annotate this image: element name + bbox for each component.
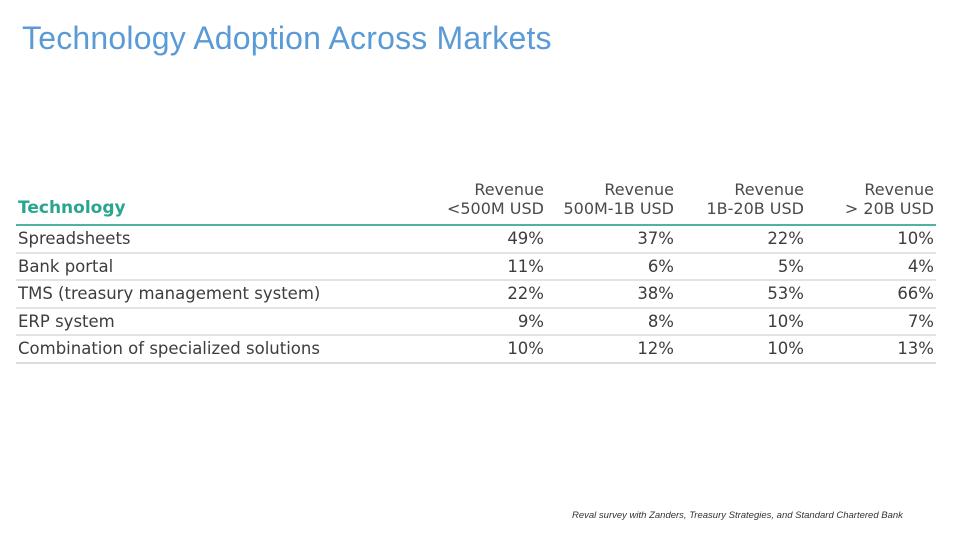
cell-value: 22% [676,225,806,254]
header-line-1: Revenue [864,180,934,199]
table-row: ERP system 9% 8% 10% 7% [16,307,936,336]
row-label: Combination of specialized solutions [16,335,416,364]
table-row: Spreadsheets 49% 37% 22% 10% [16,225,936,254]
cell-value: 10% [416,335,546,364]
cell-value: 12% [546,335,676,364]
header-line-2: > 20B USD [844,199,934,218]
header-line-1: Revenue [734,180,804,199]
cell-value: 7% [806,307,936,336]
slide-title: Technology Adoption Across Markets [22,20,552,56]
cell-value: 22% [416,280,546,309]
cell-value: 38% [546,280,676,309]
header-revenue-1b-20b: Revenue 1B-20B USD [676,170,806,226]
cell-value: 66% [806,280,936,309]
cell-value: 37% [546,225,676,254]
cell-value: 5% [676,252,806,281]
cell-value: 13% [806,335,936,364]
header-revenue-under-500m: Revenue <500M USD [416,170,546,226]
source-note: Reval survey with Zanders, Treasury Stra… [572,510,903,521]
cell-value: 10% [806,225,936,254]
cell-value: 10% [676,307,806,336]
technology-adoption-table: Technology Revenue <500M USD Revenue 500… [16,170,936,364]
cell-value: 49% [416,225,546,254]
header-line-2: 500M-1B USD [563,199,674,218]
cell-value: 8% [546,307,676,336]
row-label: Spreadsheets [16,225,416,254]
table-row: Combination of specialized solutions 10%… [16,335,936,364]
cell-value: 4% [806,252,936,281]
cell-value: 11% [416,252,546,281]
header-line-1: Revenue [604,180,674,199]
table-row: Bank portal 11% 6% 5% 4% [16,252,936,281]
row-label: ERP system [16,307,416,336]
table-row: TMS (treasury management system) 22% 38%… [16,280,936,309]
cell-value: 53% [676,280,806,309]
cell-value: 10% [676,335,806,364]
cell-value: 9% [416,307,546,336]
table-header-row: Technology Revenue <500M USD Revenue 500… [16,170,936,226]
header-line-2: 1B-20B USD [706,199,804,218]
row-label: TMS (treasury management system) [16,280,416,309]
header-line-1: Revenue [474,180,544,199]
header-technology: Technology [16,170,416,226]
header-revenue-500m-1b: Revenue 500M-1B USD [546,170,676,226]
header-line-2: <500M USD [446,199,544,218]
row-label: Bank portal [16,252,416,281]
header-revenue-over-20b: Revenue > 20B USD [806,170,936,226]
cell-value: 6% [546,252,676,281]
